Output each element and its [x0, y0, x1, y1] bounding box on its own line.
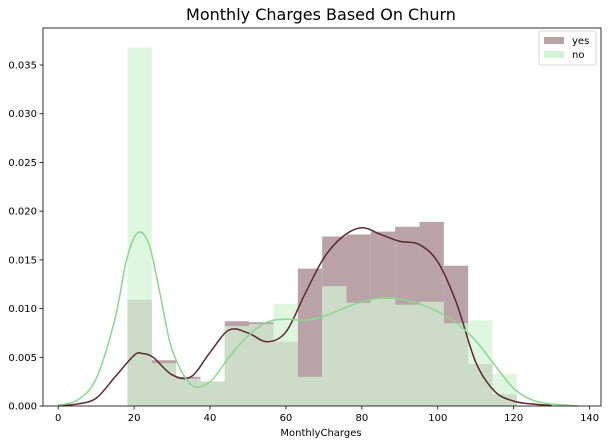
bar-no-14 — [468, 320, 493, 406]
legend-label-no: no — [572, 50, 584, 61]
x-tick-label: 120 — [504, 413, 523, 424]
y-tick-label: 0.030 — [8, 109, 37, 120]
kde-line-yes — [58, 226, 552, 407]
legend: yes no — [538, 30, 597, 66]
bar-no-0 — [127, 47, 152, 407]
kde-lines-layer — [57, 226, 579, 407]
legend-swatch-yes — [544, 37, 564, 44]
bar-no-13 — [443, 323, 469, 406]
bars-layer — [127, 47, 517, 407]
y-tick-label: 0.020 — [8, 207, 37, 218]
bar-no-10 — [370, 298, 396, 406]
y-tick-label: 0.015 — [8, 255, 37, 266]
legend-swatch-no — [544, 51, 564, 58]
bar-no-11 — [395, 304, 420, 406]
x-tick-label: 40 — [204, 413, 217, 424]
x-tick-label: 60 — [280, 413, 293, 424]
bar-no-6 — [273, 303, 298, 406]
x-tick-label: 20 — [128, 413, 141, 424]
plot-frame — [42, 27, 602, 407]
bar-no-2 — [176, 378, 201, 406]
x-axis-label: MonthlyCharges — [280, 428, 361, 439]
x-tick-label: 100 — [428, 413, 447, 424]
x-tick-label: 140 — [580, 413, 599, 424]
legend-label-yes: yes — [572, 36, 589, 47]
bar-no-7 — [297, 376, 323, 406]
kde-line-no — [57, 231, 579, 407]
bar-no-1 — [151, 363, 177, 406]
bar-no-5 — [249, 324, 274, 406]
y-tick-label: 0.000 — [8, 402, 37, 413]
y-tick-label: 0.035 — [8, 61, 37, 72]
bar-no-12 — [419, 301, 444, 406]
y-tick-label: 0.025 — [8, 158, 37, 169]
bar-no-9 — [346, 302, 371, 406]
y-tick-label: 0.005 — [8, 353, 37, 364]
axes-layer: 0 20 40 60 80 100 120 140 0.000 0.005 0.010 0.015 0.… — [8, 27, 602, 424]
chart-title: Monthly Charges Based On Churn — [186, 5, 456, 24]
x-tick-label: 80 — [355, 413, 368, 424]
y-tick-label: 0.010 — [8, 304, 37, 315]
x-tick-label: 0 — [55, 413, 61, 424]
bar-no-8 — [322, 286, 347, 406]
